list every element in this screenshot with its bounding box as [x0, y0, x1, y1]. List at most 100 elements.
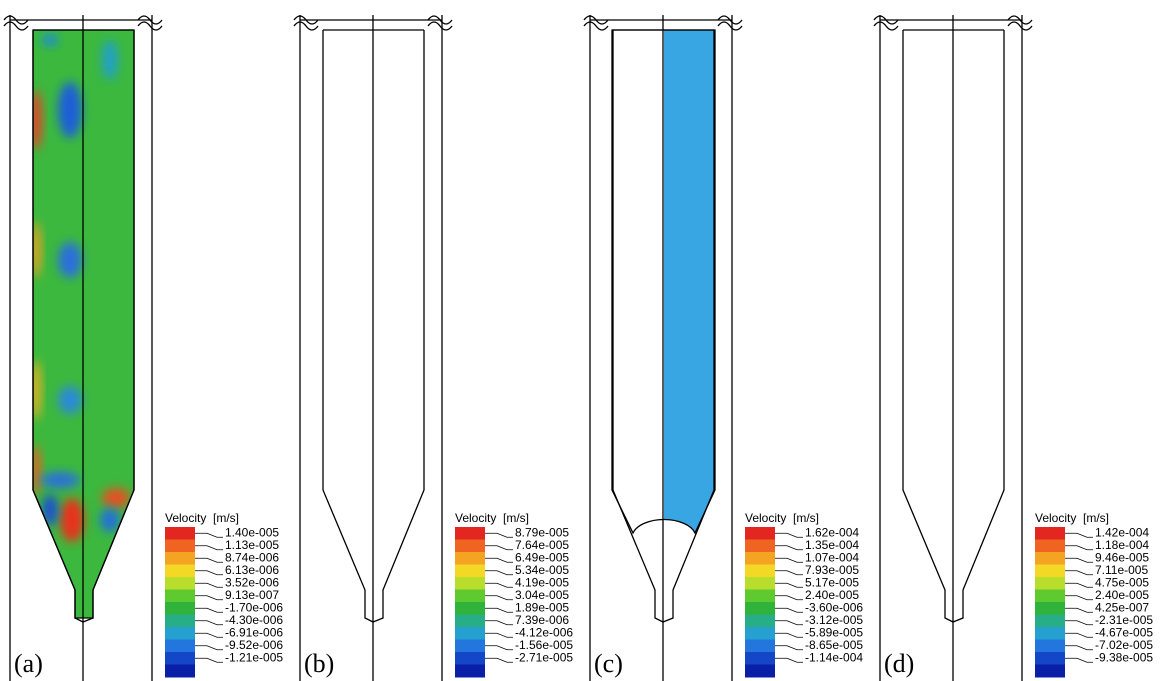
legend-leader — [1065, 583, 1093, 587]
legend-swatch — [165, 640, 195, 653]
legend-swatch — [165, 540, 195, 553]
legend-swatch — [1035, 565, 1065, 578]
legend-swatch — [745, 590, 775, 603]
legend-swatch — [455, 552, 485, 565]
legend-swatch — [455, 565, 485, 578]
legend-leader — [195, 546, 223, 550]
legend-leader — [195, 658, 223, 662]
legend-leader — [195, 583, 223, 587]
legend-unit: [m/s] — [793, 511, 819, 525]
panel-label: (a) — [14, 649, 43, 678]
legend-swatch — [165, 627, 195, 640]
legend-swatch — [455, 527, 485, 540]
legend-level: -1.21e-005 — [225, 650, 283, 664]
legend-leader — [1065, 621, 1093, 625]
legend-leader — [1065, 571, 1093, 575]
legend-swatch — [455, 615, 485, 628]
legend-leader — [485, 646, 513, 650]
legend-swatch — [1035, 590, 1065, 603]
legend-swatch — [455, 665, 485, 678]
legend-leader — [195, 608, 223, 612]
legend-swatch — [745, 527, 775, 540]
legend-swatch — [1035, 527, 1065, 540]
legend-leader — [195, 558, 223, 562]
legend-leader — [775, 608, 803, 612]
panel-label: (b) — [304, 649, 334, 678]
legend-swatch — [1035, 615, 1065, 628]
legend-swatch — [1035, 665, 1065, 678]
legend-leader — [195, 533, 223, 537]
legend-title: Velocity — [455, 511, 496, 525]
legend-unit: [m/s] — [213, 511, 239, 525]
legend-swatch — [1035, 552, 1065, 565]
legend-swatch — [1035, 540, 1065, 553]
legend-swatch — [1035, 627, 1065, 640]
legend-swatch — [455, 602, 485, 615]
legend-swatch — [165, 565, 195, 578]
legend-swatch — [165, 615, 195, 628]
legend-leader — [195, 571, 223, 575]
legend-leader — [485, 658, 513, 662]
legend-swatch — [1035, 602, 1065, 615]
legend-leader — [775, 546, 803, 550]
legend-swatch — [455, 540, 485, 553]
legend-swatch — [165, 577, 195, 590]
legend-swatch — [745, 540, 775, 553]
legend-swatch — [745, 652, 775, 665]
legend-title: Velocity — [165, 511, 206, 525]
legend-leader — [195, 621, 223, 625]
legend-leader — [775, 571, 803, 575]
legend-swatch — [745, 577, 775, 590]
legend-swatch — [455, 577, 485, 590]
legend-swatch — [745, 627, 775, 640]
legend-leader — [1065, 546, 1093, 550]
legend-leader — [775, 558, 803, 562]
legend-leader — [1065, 558, 1093, 562]
legend-swatch — [165, 665, 195, 678]
legend-swatch — [745, 665, 775, 678]
legend-level: -1.14e-004 — [805, 650, 863, 664]
legend-leader — [775, 596, 803, 600]
legend-leader — [485, 533, 513, 537]
panel-label: (d) — [884, 649, 914, 678]
legend-leader — [485, 633, 513, 637]
legend-leader — [485, 546, 513, 550]
legend-leader — [775, 583, 803, 587]
legend-swatch — [745, 602, 775, 615]
legend-leader — [1065, 633, 1093, 637]
legend-swatch — [745, 640, 775, 653]
legend-leader — [485, 596, 513, 600]
legend-swatch — [745, 615, 775, 628]
legend-swatch — [165, 552, 195, 565]
legend-swatch — [165, 602, 195, 615]
legend-unit: [m/s] — [503, 511, 529, 525]
panel: (a)Velocity[m/s]1.40e-0051.13e-0058.74e-… — [0, 0, 290, 681]
legend-level: -9.38e-005 — [1095, 650, 1153, 664]
legend-title: Velocity — [1035, 511, 1076, 525]
panel-label: (c) — [594, 649, 623, 678]
legend-swatch — [745, 565, 775, 578]
legend-swatch — [455, 640, 485, 653]
legend-swatch — [745, 552, 775, 565]
legend-leader — [485, 621, 513, 625]
legend-leader — [195, 646, 223, 650]
legend-swatch — [1035, 577, 1065, 590]
legend-swatch — [1035, 640, 1065, 653]
legend-leader — [195, 633, 223, 637]
legend-leader — [775, 658, 803, 662]
legend-unit: [m/s] — [1083, 511, 1109, 525]
contour — [290, 0, 724, 681]
legend-leader — [195, 596, 223, 600]
legend-leader — [775, 621, 803, 625]
legend-swatch — [165, 527, 195, 540]
panel: (d)Velocity[m/s]1.42e-0041.18e-0049.46e-… — [870, 0, 1163, 681]
legend-leader — [485, 608, 513, 612]
legend-leader — [1065, 658, 1093, 662]
legend-swatch — [1035, 652, 1065, 665]
panel: (b)Velocity[m/s]8.79e-0057.64e-0056.49e-… — [290, 0, 724, 681]
legend-swatch — [455, 652, 485, 665]
legend-swatch — [165, 652, 195, 665]
legend-leader — [485, 571, 513, 575]
legend-level: -2.71e-005 — [515, 650, 573, 664]
legend-title: Velocity — [745, 511, 786, 525]
